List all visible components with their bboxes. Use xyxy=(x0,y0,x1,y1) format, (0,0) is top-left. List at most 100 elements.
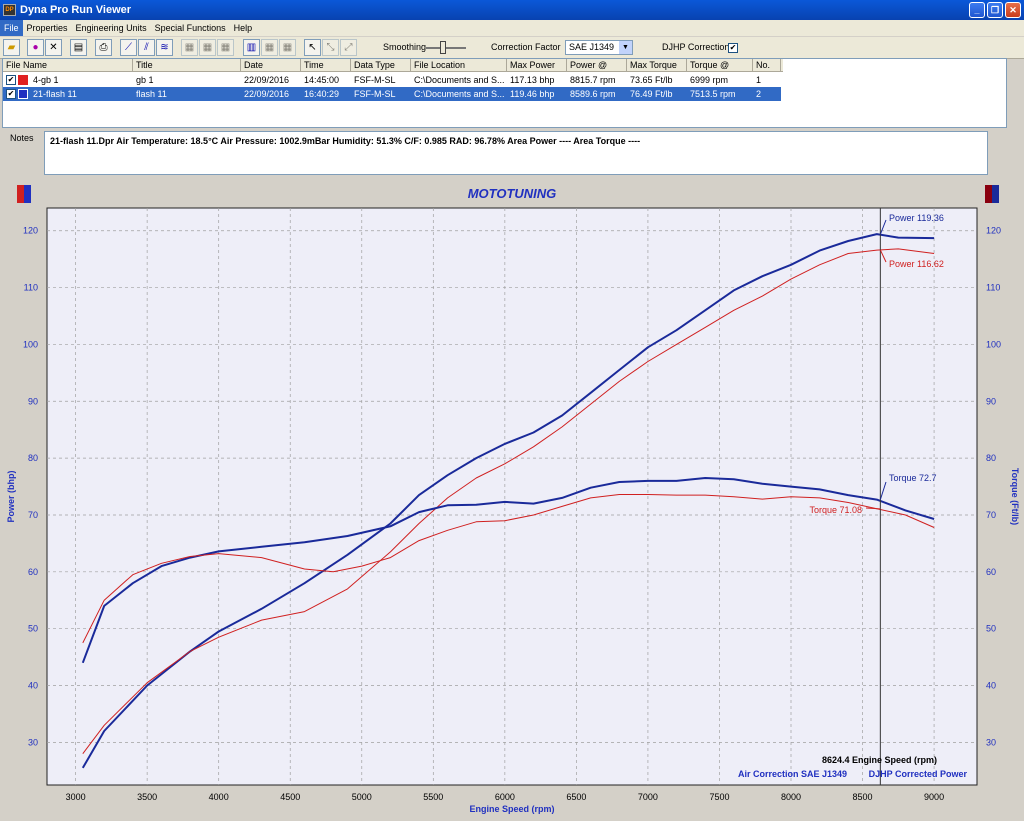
run-visible-checkbox[interactable]: ✔ xyxy=(6,89,16,99)
graph-option-a-icon[interactable]: ▦ xyxy=(181,39,198,56)
right-axis-color-blue xyxy=(992,185,999,203)
x-tick-label: 5500 xyxy=(423,792,443,802)
run-color-swatch[interactable] xyxy=(18,75,28,85)
cell-file-name: ✔ 4-gb 1 xyxy=(3,73,133,87)
col-no[interactable]: No. xyxy=(753,59,781,71)
djhp-correction-checkbox[interactable]: ✔ xyxy=(728,43,738,53)
torque-run1-leader xyxy=(865,507,881,510)
x-tick-label: 7000 xyxy=(638,792,658,802)
smoothing-label: Smoothing xyxy=(383,42,427,52)
left-axis-color-blue xyxy=(24,185,31,203)
notes-box[interactable]: 21-flash 11.Dpr Air Temperature: 18.5°C … xyxy=(44,131,988,175)
col-max-power[interactable]: Max Power xyxy=(507,59,567,71)
y-tick-label-right: 50 xyxy=(986,624,996,634)
cell-file-location: C:\Documents and S... xyxy=(414,89,505,99)
window-title: Dyna Pro Run Viewer xyxy=(20,4,132,16)
cell-power-at: 8589.6 rpm xyxy=(570,89,616,99)
y-tick-label-right: 80 xyxy=(986,453,996,463)
menu-special-functions[interactable]: Special Functions xyxy=(154,23,226,33)
col-time[interactable]: Time xyxy=(301,59,351,71)
table-row[interactable]: ✔ 4-gb 1 gb 1 22/09/2016 14:45:00 FSF-M-… xyxy=(3,73,781,87)
menu-file[interactable]: File xyxy=(0,20,23,36)
col-power-at[interactable]: Power @ xyxy=(567,59,627,71)
plot-area xyxy=(46,207,978,786)
power-run1-leader xyxy=(879,249,887,263)
col-title[interactable]: Title xyxy=(133,59,241,71)
zoom-out-icon[interactable]: ⤢ xyxy=(340,39,357,56)
color-wheel-icon[interactable]: ● xyxy=(27,39,44,56)
zoom-in-icon[interactable]: ⤡ xyxy=(322,39,339,56)
col-date[interactable]: Date xyxy=(241,59,301,71)
col-data-type[interactable]: Data Type xyxy=(351,59,411,71)
power-run1-annotation: Power 116.62 xyxy=(889,259,944,269)
smoothing-slider-thumb[interactable] xyxy=(440,41,446,54)
y-tick-label-left: 110 xyxy=(24,283,38,293)
cell-max-torque: 76.49 Ft/lb xyxy=(630,89,673,99)
run-visible-checkbox[interactable]: ✔ xyxy=(6,75,16,85)
x-tick-label: 6500 xyxy=(566,792,586,802)
smoothing-slider-track[interactable] xyxy=(426,47,466,49)
notes-label: Notes xyxy=(10,133,34,143)
graph-option-b-icon[interactable]: ▦ xyxy=(199,39,216,56)
x-tick-label: 4000 xyxy=(209,792,229,802)
col-file-name[interactable]: File Name xyxy=(3,59,133,71)
menu-properties[interactable]: Properties xyxy=(26,23,68,33)
graph-torque-icon[interactable]: ⫽ xyxy=(138,39,155,56)
col-max-torque[interactable]: Max Torque xyxy=(627,59,687,71)
power-run2-leader xyxy=(879,219,887,235)
col-torque-at[interactable]: Torque @ xyxy=(687,59,753,71)
series-line-torque-run2 xyxy=(81,477,935,664)
power-run2-annotation: Power 119.36 xyxy=(889,213,944,223)
close-button[interactable]: ✕ xyxy=(1005,2,1021,18)
x-tick-label: 5000 xyxy=(352,792,372,802)
y-tick-label-right: 70 xyxy=(986,510,996,520)
y-tick-label-left: 100 xyxy=(23,339,38,349)
air-correction-footer: Air Correction SAE J1349 xyxy=(738,769,847,779)
minimize-button[interactable]: _ xyxy=(969,2,985,18)
print-icon[interactable]: ⎙ xyxy=(95,39,112,56)
y-tick-label-left: 30 xyxy=(28,737,38,747)
x-tick-label: 3000 xyxy=(66,792,86,802)
chevron-down-icon[interactable]: ▼ xyxy=(619,41,632,54)
dyno-app-icon: DP xyxy=(3,4,16,16)
table-option-a-icon[interactable]: ▦ xyxy=(261,39,278,56)
runs-table-header: File Name Title Date Time Data Type File… xyxy=(3,59,783,72)
y-tick-label-left: 40 xyxy=(28,681,38,691)
x-tick-label: 8500 xyxy=(853,792,873,802)
col-file-location[interactable]: File Location xyxy=(411,59,507,71)
restore-button[interactable]: ❐ xyxy=(987,2,1003,18)
cell-title: flash 11 xyxy=(136,89,167,99)
file-name-text: 4-gb 1 xyxy=(33,75,59,85)
run-color-swatch[interactable] xyxy=(18,89,28,99)
x-tick-label: 6000 xyxy=(495,792,515,802)
file-name-text: 21-flash 11 xyxy=(33,89,77,99)
graph-power-icon[interactable]: ⟋ xyxy=(120,39,137,56)
cell-title: gb 1 xyxy=(136,75,154,85)
dyno-chart[interactable]: MOTOTUNING 3000 3500 4000 4500 5000 5500 6000 6… xyxy=(0,178,1024,819)
y-tick-label-left: 70 xyxy=(28,510,38,520)
y-tick-label-right: 60 xyxy=(986,567,996,577)
open-folder-icon[interactable]: ▰ xyxy=(3,39,20,56)
graph-both-icon[interactable]: ≋ xyxy=(156,39,173,56)
correction-factor-label: Correction Factor xyxy=(491,42,561,52)
correction-factor-select[interactable]: SAE J1349 ▼ xyxy=(565,40,633,55)
graph-option-c-icon[interactable]: ▦ xyxy=(217,39,234,56)
cursor-pointer-icon[interactable]: ↖ xyxy=(304,39,321,56)
table-row[interactable]: ✔ 21-flash 11 flash 11 22/09/2016 16:40:… xyxy=(3,87,781,101)
cell-max-power: 117.13 bhp xyxy=(510,75,555,85)
cell-file-name: ✔ 21-flash 11 xyxy=(3,87,133,101)
menu-help[interactable]: Help xyxy=(233,23,253,33)
series-line-power-run1 xyxy=(82,248,935,755)
x-tick-label: 3500 xyxy=(137,792,157,802)
table-view-icon[interactable]: ▥ xyxy=(243,39,260,56)
delete-icon[interactable]: ✕ xyxy=(45,39,62,56)
menu-engineering-units[interactable]: Engineering Units xyxy=(75,23,147,33)
y-tick-label-left: 90 xyxy=(28,396,38,406)
table-option-b-icon[interactable]: ▦ xyxy=(279,39,296,56)
cell-no: 2 xyxy=(756,89,762,99)
torque-run2-annotation: Torque 72.7 xyxy=(889,473,937,483)
series-line-torque-run1 xyxy=(82,494,935,644)
file-info-icon[interactable]: ▤ xyxy=(70,39,87,56)
cell-date: 22/09/2016 xyxy=(244,89,290,99)
